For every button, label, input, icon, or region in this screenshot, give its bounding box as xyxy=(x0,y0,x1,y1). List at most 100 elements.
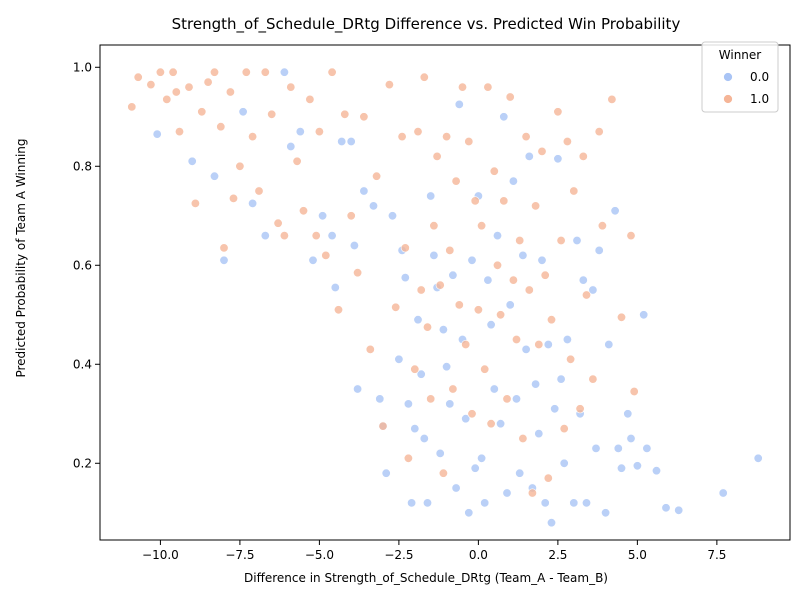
scatter-point-1.0-50 xyxy=(422,322,432,332)
scatter-point-1.0-65 xyxy=(470,196,480,206)
scatter-point-1.0-43 xyxy=(397,132,407,142)
scatter-point-0.0-94 xyxy=(639,310,649,320)
scatter-point-0.0-90 xyxy=(616,463,626,473)
scatter-point-1.0-11 xyxy=(203,77,213,87)
scatter-point-1.0-21 xyxy=(260,67,270,77)
y-tick-label: 0.6 xyxy=(73,258,92,272)
x-axis-label: Difference in Strength_of_Schedule_DRtg … xyxy=(244,571,608,585)
scatter-point-1.0-68 xyxy=(480,364,490,374)
scatter-point-0.0-24 xyxy=(394,354,404,364)
scatter-point-0.0-29 xyxy=(410,424,420,434)
scatter-point-0.0-72 xyxy=(546,518,556,528)
scatter-point-0.0-84 xyxy=(591,443,601,453)
scatter-point-1.0-97 xyxy=(578,151,588,161)
scatter-point-0.0-53 xyxy=(486,320,496,330)
scatter-point-0.0-46 xyxy=(464,508,474,518)
legend-label-0: 0.0 xyxy=(750,70,769,84)
scatter-point-1.0-22 xyxy=(267,109,277,119)
scatter-point-0.0-16 xyxy=(349,241,359,251)
scatter-point-1.0-56 xyxy=(442,132,452,142)
scatter-point-0.0-77 xyxy=(562,334,572,344)
scatter-point-1.0-8 xyxy=(184,82,194,92)
scatter-point-1.0-57 xyxy=(445,245,455,255)
scatter-point-0.0-28 xyxy=(407,498,417,508)
x-axis-ticks: −10.0 −7.5 −5.0 −2.5 0.0 2.5 5.0 7.5 xyxy=(142,540,726,562)
scatter-point-1.0-44 xyxy=(400,243,410,253)
scatter-point-0.0-39 xyxy=(442,362,452,372)
scatter-point-0.0-7 xyxy=(279,67,289,77)
y-axis-label: Predicted Probability of Team A Winning xyxy=(14,138,28,377)
scatter-point-0.0-15 xyxy=(346,137,356,147)
scatter-point-0.0-8 xyxy=(286,142,296,152)
scatter-point-0.0-45 xyxy=(461,414,471,424)
scatter-point-0.0-81 xyxy=(578,275,588,285)
scatter-point-1.0-48 xyxy=(416,285,426,295)
scatter-point-0.0-2 xyxy=(210,171,220,181)
scatter-point-0.0-57 xyxy=(499,112,509,122)
scatter-point-1.0-13 xyxy=(216,122,226,132)
scatter-point-1.0-2 xyxy=(146,80,156,90)
y-tick-label: 0.2 xyxy=(73,456,92,470)
scatter-point-1.0-60 xyxy=(454,300,464,310)
scatter-point-0.0-54 xyxy=(489,384,499,394)
scatter-point-0.0-11 xyxy=(318,211,328,221)
scatter-point-0.0-6 xyxy=(260,231,270,241)
scatter-point-0.0-35 xyxy=(429,250,439,260)
scatter-point-0.0-41 xyxy=(448,270,458,280)
scatter-point-1.0-34 xyxy=(340,109,350,119)
scatter-point-1.0-104 xyxy=(629,386,639,396)
scatter-point-0.0-17 xyxy=(353,384,363,394)
y-tick-label: 0.8 xyxy=(73,159,92,173)
scatter-point-1.0-47 xyxy=(413,127,423,137)
scatter-point-0.0-48 xyxy=(470,463,480,473)
scatter-point-0.0-65 xyxy=(524,151,534,161)
scatter-point-0.0-71 xyxy=(543,339,553,349)
scatter-point-0.0-0 xyxy=(152,129,162,139)
scatter-point-1.0-69 xyxy=(483,82,493,92)
x-tick-label: 2.5 xyxy=(548,548,567,562)
scatter-point-1.0-45 xyxy=(403,453,413,463)
scatter-point-1.0-76 xyxy=(505,92,515,102)
scatter-point-0.0-91 xyxy=(623,409,633,419)
scatter-point-0.0-52 xyxy=(483,275,493,285)
scatter-point-0.0-23 xyxy=(387,211,397,221)
scatter-point-0.0-51 xyxy=(480,498,490,508)
scatter-point-0.0-63 xyxy=(518,250,528,260)
scatter-point-0.0-5 xyxy=(248,198,258,208)
scatter-point-0.0-67 xyxy=(531,379,541,389)
scatter-point-1.0-105 xyxy=(626,231,636,241)
scatter-point-0.0-68 xyxy=(534,429,544,439)
plot-area xyxy=(100,45,790,540)
scatter-point-1.0-14 xyxy=(219,243,229,253)
scatter-point-1.0-30 xyxy=(314,127,324,137)
scatter-point-1.0-58 xyxy=(448,384,458,394)
scatter-point-1.0-80 xyxy=(518,433,528,443)
scatter-point-0.0-26 xyxy=(400,273,410,283)
scatter-point-0.0-73 xyxy=(550,404,560,414)
scatter-point-1.0-4 xyxy=(162,94,172,104)
scatter-point-1.0-54 xyxy=(435,280,445,290)
scatter-point-1.0-3 xyxy=(155,67,165,77)
scatter-point-0.0-55 xyxy=(492,231,502,241)
legend-box xyxy=(701,41,779,113)
y-tick-label: 0.4 xyxy=(73,357,92,371)
scatter-point-1.0-51 xyxy=(426,394,436,404)
scatter-point-0.0-61 xyxy=(511,394,521,404)
scatter-point-0.0-50 xyxy=(477,453,487,463)
scatter-point-0.0-20 xyxy=(375,394,385,404)
scatter-point-0.0-60 xyxy=(508,176,518,186)
scatter-point-0.0-37 xyxy=(435,448,445,458)
scatter-point-1.0-0 xyxy=(127,102,137,112)
scatter-point-0.0-64 xyxy=(521,344,531,354)
scatter-point-0.0-92 xyxy=(626,433,636,443)
scatter-point-1.0-64 xyxy=(467,409,477,419)
scatter-point-0.0-76 xyxy=(559,458,569,468)
y-tick-label: 1.0 xyxy=(73,60,92,74)
scatter-point-0.0-95 xyxy=(642,443,652,453)
scatter-point-1.0-39 xyxy=(372,171,382,181)
scatter-point-0.0-70 xyxy=(540,498,550,508)
scatter-point-1.0-18 xyxy=(241,67,251,77)
scatter-point-0.0-4 xyxy=(238,107,248,117)
